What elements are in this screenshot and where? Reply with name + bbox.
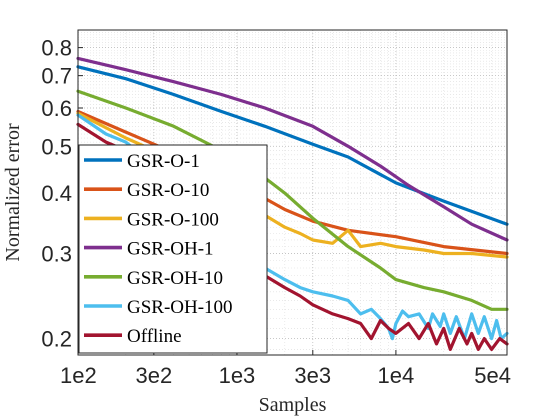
x-tick-label: 3e2 bbox=[135, 363, 172, 388]
x-axis-ticks: 1e2 3e2 1e3 3e3 1e4 5e4 bbox=[60, 350, 511, 388]
legend-label: GSR-OH-100 bbox=[127, 297, 233, 318]
series-line-gsr-oh-10 bbox=[76, 89, 509, 311]
x-tick-label: 1e3 bbox=[219, 363, 256, 388]
x-tick-label: 5e4 bbox=[474, 363, 511, 388]
y-axis-ticks: 0.2 0.3 0.4 0.5 0.6 0.7 0.8 bbox=[41, 36, 83, 352]
x-axis-label: Samples bbox=[259, 394, 327, 416]
y-tick-label: 0.8 bbox=[41, 36, 72, 61]
y-tick-label: 0.7 bbox=[41, 64, 72, 89]
legend-label: Offline bbox=[127, 326, 182, 347]
y-tick-label: 0.3 bbox=[41, 242, 72, 267]
legend-label: GSR-O-10 bbox=[127, 180, 209, 201]
y-tick-label: 0.2 bbox=[41, 327, 72, 352]
legend-label: GSR-OH-10 bbox=[127, 268, 223, 289]
series-line-gsr-oh-1 bbox=[76, 56, 509, 242]
legend-label: GSR-O-1 bbox=[127, 151, 200, 172]
x-tick-label: 3e3 bbox=[294, 363, 331, 388]
legend: GSR-O-1 GSR-O-10 GSR-O-100 GSR-OH-1 GSR-OH-1… bbox=[78, 144, 268, 354]
plot-frame bbox=[77, 29, 508, 356]
legend-label: GSR-O-100 bbox=[127, 209, 219, 230]
y-tick-label: 0.4 bbox=[41, 181, 72, 206]
x-tick-label: 1e2 bbox=[60, 363, 97, 388]
x-tick-label: 1e4 bbox=[378, 363, 415, 388]
y-axis-label: Normalized error bbox=[2, 123, 24, 262]
y-tick-label: 0.6 bbox=[41, 96, 72, 121]
legend-label: GSR-OH-1 bbox=[127, 239, 214, 260]
y-tick-label: 0.5 bbox=[41, 134, 72, 159]
